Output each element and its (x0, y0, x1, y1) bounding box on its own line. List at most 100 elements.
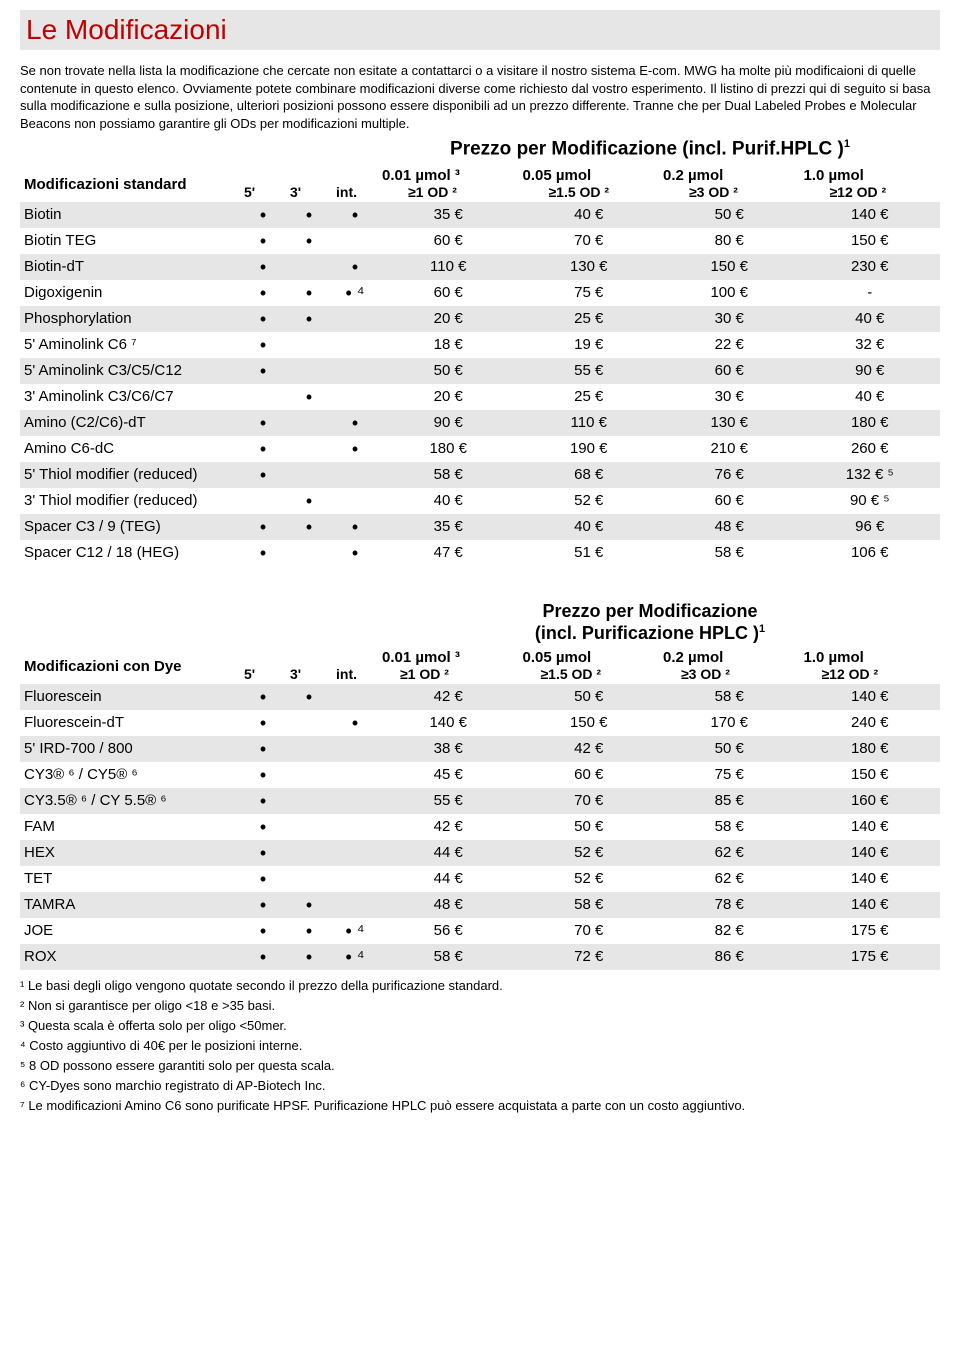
price-2: 70 € (519, 918, 660, 944)
price-3: 50 € (659, 736, 800, 762)
price-2: 25 € (519, 384, 660, 410)
pos-int-dot: • (332, 202, 378, 228)
pos-int-dot (332, 762, 378, 788)
mod-name: Fluorescein-dT (20, 710, 240, 736)
table-row: FAM•42 €50 €58 €140 € (20, 814, 940, 840)
pos-5-dot: • (240, 306, 286, 332)
price-2: 52 € (519, 840, 660, 866)
pos-5-dot: • (240, 254, 286, 280)
pos-3-dot (286, 762, 332, 788)
price-2: 40 € (519, 514, 660, 540)
pos2-3: 3' (286, 666, 332, 684)
price-4: 40 € (800, 384, 941, 410)
pos-5-dot: • (240, 736, 286, 762)
price-3: 210 € (659, 436, 800, 462)
price-1: 180 € (378, 436, 519, 462)
price-4: 175 € (800, 944, 941, 970)
price-3: 50 € (659, 202, 800, 228)
table-row: Digoxigenin••• ⁴60 €75 €100 €- (20, 280, 940, 306)
price-1: 140 € (378, 710, 519, 736)
price-1: 58 € (378, 462, 519, 488)
footnote-line: ¹ Le basi degli oligo vengono quotate se… (20, 978, 940, 993)
od-c1: ≥1 OD ² (378, 184, 519, 202)
footnote-line: ⁵ 8 OD possono essere garantiti solo per… (20, 1058, 940, 1073)
mod-name: TET (20, 866, 240, 892)
price-1: 110 € (378, 254, 519, 280)
price-1: 35 € (378, 202, 519, 228)
section-label-1: Modificazioni standard (20, 167, 240, 202)
pos-5-dot: • (240, 684, 286, 710)
pos-5-dot (240, 384, 286, 410)
price-1: 60 € (378, 280, 519, 306)
price-3: 62 € (659, 866, 800, 892)
footnote-line: ⁶ CY-Dyes sono marchio registrato di AP-… (20, 1078, 940, 1093)
pos-3-dot (286, 710, 332, 736)
pos-3: 3' (286, 184, 332, 202)
pos-3-dot (286, 540, 332, 566)
pos-int-dot (332, 736, 378, 762)
price-4: 240 € (800, 710, 941, 736)
pos-int: int. (332, 184, 378, 202)
price-4: 140 € (800, 814, 941, 840)
price-1: 50 € (378, 358, 519, 384)
pos-3-dot: • (286, 228, 332, 254)
pos-3-dot (286, 332, 332, 358)
pos-5-dot: • (240, 866, 286, 892)
pos-3-dot: • (286, 384, 332, 410)
price-2: 19 € (519, 332, 660, 358)
price-3: 85 € (659, 788, 800, 814)
table-standard: Modificazioni standard 0.01 µmol ³ 0.05 … (20, 167, 940, 566)
table-row: Biotin•••35 €40 €50 €140 € (20, 202, 940, 228)
pos-int-dot: • (332, 254, 378, 280)
price-1: 55 € (378, 788, 519, 814)
pos-int-dot: • ⁴ (332, 944, 378, 970)
price-1: 44 € (378, 866, 519, 892)
price-3: 130 € (659, 410, 800, 436)
price-1: 56 € (378, 918, 519, 944)
pos-int-dot (332, 462, 378, 488)
mod-name: 3' Thiol modifier (reduced) (20, 488, 240, 514)
scale2-c1: 0.01 µmol ³ (378, 649, 519, 666)
price-1: 60 € (378, 228, 519, 254)
pos-int-dot: • (332, 410, 378, 436)
price-3: 170 € (659, 710, 800, 736)
price-2: 40 € (519, 202, 660, 228)
price-2: 68 € (519, 462, 660, 488)
pos-3-dot: • (286, 488, 332, 514)
pos-3-dot: • (286, 684, 332, 710)
pos-3-dot (286, 814, 332, 840)
od2-c3: ≥3 OD ² (659, 666, 800, 684)
pos-int-dot (332, 358, 378, 384)
price-1: 35 € (378, 514, 519, 540)
od2-c4: ≥12 OD ² (800, 666, 941, 684)
pos-int-dot (332, 306, 378, 332)
mod-name: CY3.5® ⁶ / CY 5.5® ⁶ (20, 788, 240, 814)
footnotes: ¹ Le basi degli oligo vengono quotate se… (20, 978, 940, 1113)
od2-c2: ≥1.5 OD ² (519, 666, 660, 684)
price-1: 90 € (378, 410, 519, 436)
table-row: ROX••• ⁴58 €72 €86 €175 € (20, 944, 940, 970)
pos-5-dot: • (240, 280, 286, 306)
price-1: 44 € (378, 840, 519, 866)
price-2: 110 € (519, 410, 660, 436)
mod-name: Spacer C3 / 9 (TEG) (20, 514, 240, 540)
mod-name: Amino C6-dC (20, 436, 240, 462)
pos-int-dot (332, 866, 378, 892)
pos-int-dot (332, 384, 378, 410)
price-header-2: Prezzo per Modificazione (incl. Purifica… (20, 600, 940, 645)
price-2: 70 € (519, 228, 660, 254)
price-4: 132 € ⁵ (800, 462, 941, 488)
mod-name: ROX (20, 944, 240, 970)
price-1: 40 € (378, 488, 519, 514)
pos-3-dot: • (286, 306, 332, 332)
od2-c1: ≥1 OD ² (378, 666, 519, 684)
pos-3-dot (286, 866, 332, 892)
mod-name: FAM (20, 814, 240, 840)
pos-5-dot: • (240, 358, 286, 384)
table-row: Biotin TEG••60 €70 €80 €150 € (20, 228, 940, 254)
price-4: 32 € (800, 332, 941, 358)
price-3: 58 € (659, 540, 800, 566)
price-1: 38 € (378, 736, 519, 762)
price-4: 150 € (800, 762, 941, 788)
pos-int-dot: • (332, 540, 378, 566)
